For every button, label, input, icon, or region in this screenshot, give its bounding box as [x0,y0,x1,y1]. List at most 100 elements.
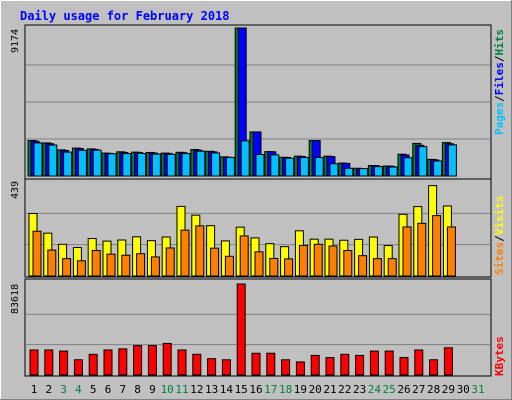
bar-kbytes [355,354,365,376]
bar-pages [92,149,102,177]
legend-sites: Sites [493,242,506,275]
bar-sites [446,226,456,277]
x-tick-label: 6 [105,383,112,396]
x-tick-label: 4 [75,383,82,396]
x-tick-label: 15 [235,383,248,396]
bar-pages [433,160,443,177]
bar-pages [373,166,383,177]
x-tick-label: 31 [471,383,484,396]
x-tick-label: 24 [368,383,382,396]
bar-pages [63,151,73,177]
x-tick-label: 30 [457,383,470,396]
bar-sites [298,244,308,277]
x-tick-label: 16 [249,383,262,396]
bar-pages [33,142,43,177]
x-tick-label: 11 [175,383,188,396]
bar-sites [62,258,72,277]
bar-sites [224,255,234,277]
bar-pages [403,157,413,177]
x-tick-label: 2 [45,383,52,396]
bar-sites [195,225,205,277]
bar-kbytes [369,350,379,376]
legend-panel3: KBytes [493,336,506,376]
chart-title: Daily usage for February 2018 [20,9,230,23]
bar-kbytes [266,352,276,376]
x-tick-label: 18 [279,383,292,396]
bar-sites [210,247,220,277]
bar-kbytes [118,348,128,376]
bar-kbytes [147,345,157,376]
bar-sites [76,260,86,277]
bar-sites [254,251,264,277]
bar-sites [358,255,368,277]
bar-kbytes [29,349,39,376]
bar-sites [47,249,57,277]
bar-kbytes [443,347,453,376]
bar-kbytes [251,352,261,376]
bar-kbytes [310,354,320,376]
bar-pages [329,163,339,177]
bar-kbytes [59,350,69,376]
bar-pages [77,149,87,177]
bar-sites [284,258,294,277]
bar-pages [344,167,354,177]
bar-pages [418,146,428,177]
x-tick-label: 28 [427,383,440,396]
bar-sites [106,253,116,277]
bar-pages [166,153,176,177]
bar-sites [239,235,249,277]
bar-pages [447,144,457,177]
legend-sep-2: / [493,55,506,62]
bar-sites [121,254,131,277]
legend-pages: Pages [493,102,506,135]
x-tick-label: 7 [119,383,126,396]
x-tick-label: 1 [31,383,38,396]
x-tick-label: 13 [205,383,218,396]
x-tick-label: 20 [309,383,322,396]
bar-kbytes [340,353,350,376]
bar-sites [387,258,397,277]
legend-kbytes: KBytes [493,336,506,376]
x-axis-labels: 1 2 3 4 5 6 7 8 9 10 11 12 13 14 15 16 17 18 19 20 21 22 23 24 2… [31,383,485,396]
bar-kbytes [399,357,409,376]
x-tick-label: 10 [161,383,174,396]
bar-pages [314,156,324,177]
panel1-ymax-label: 9174 [10,29,21,53]
x-tick-label: 23 [353,383,366,396]
x-tick-label: 29 [442,383,455,396]
bar-kbytes [88,353,98,376]
x-tick-label: 21 [323,383,336,396]
svg-text:Pages/Files/Hits: Pages/Files/Hits [493,29,506,135]
legend-panel2: Sites/Visits [493,196,506,276]
bar-kbytes [177,349,187,376]
bar-kbytes [414,349,424,376]
legend-sep-3: / [493,235,506,242]
bar-sites [150,256,160,277]
bar-sites [417,222,427,277]
x-tick-label: 14 [220,383,234,396]
legend-files: Files [493,62,506,95]
bar-sites [269,257,279,277]
bar-pages [388,166,398,177]
x-tick-label: 9 [149,383,156,396]
svg-text:Sites/Visits: Sites/Visits [493,196,506,276]
svg-text:KBytes: KBytes [493,336,506,376]
bar-kbytes [429,359,439,376]
x-tick-label: 19 [294,383,307,396]
legend-sep-1: / [493,95,506,102]
bar-pages [225,156,235,177]
bar-sites [32,230,42,277]
bar-kbytes [281,359,291,376]
bar-kbytes [236,283,246,376]
bar-sites [313,243,323,277]
bar-pages [151,153,161,177]
bar-sites [165,247,175,277]
legend-hits: Hits [493,29,506,56]
bar-pages [181,153,191,177]
bar-sites [91,250,101,277]
x-tick-label: 12 [190,383,203,396]
bar-kbytes [192,353,202,376]
panel3-ymax-label: 83618 [10,284,21,314]
bar-pages [211,152,221,177]
bar-pages [359,168,369,177]
